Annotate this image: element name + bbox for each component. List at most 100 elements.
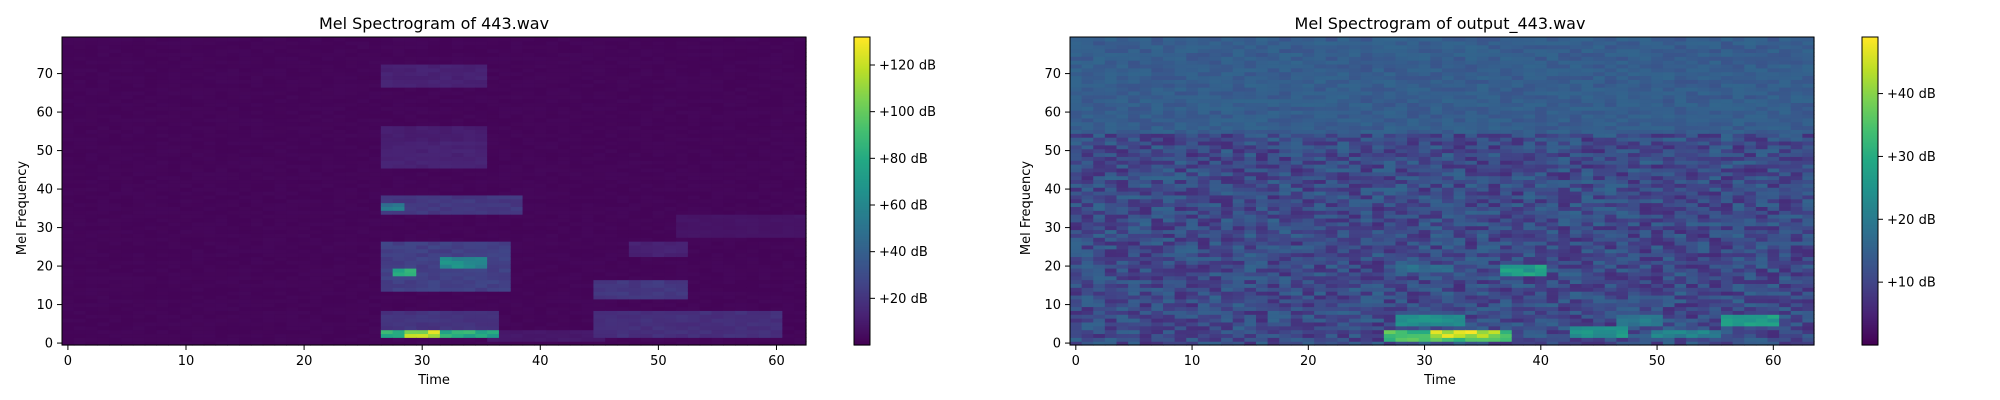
heatmap-cell xyxy=(522,318,535,323)
heatmap-cell xyxy=(250,167,264,173)
heatmap-cell xyxy=(168,329,181,335)
heatmap-cell xyxy=(345,302,358,308)
heatmap-cell xyxy=(794,241,807,246)
heatmap-cell xyxy=(617,75,630,80)
heatmap-cell xyxy=(168,318,181,323)
heatmap-cell xyxy=(250,102,264,107)
heatmap-cell xyxy=(558,133,571,138)
heatmap-cell xyxy=(770,175,783,181)
heatmap-cell xyxy=(782,102,795,107)
heatmap-cell xyxy=(534,206,547,211)
heatmap-cell xyxy=(439,241,453,246)
heatmap-cell xyxy=(510,183,524,188)
heatmap-cell xyxy=(522,106,535,111)
heatmap-cell xyxy=(699,129,713,134)
heatmap-cell xyxy=(156,244,169,250)
heatmap-cell xyxy=(227,221,240,227)
heatmap-cell xyxy=(758,194,772,200)
heatmap-cell xyxy=(687,210,701,215)
heatmap-cell xyxy=(723,164,736,169)
heatmap-cell xyxy=(392,63,406,69)
heatmap-cell xyxy=(746,52,760,57)
heatmap-cell xyxy=(498,333,512,338)
heatmap-cell xyxy=(498,148,512,154)
heatmap-cell xyxy=(227,79,240,84)
heatmap-cell xyxy=(522,194,535,200)
heatmap-cell xyxy=(404,214,417,219)
heatmap-cell xyxy=(250,117,264,123)
heatmap-cell xyxy=(250,302,264,308)
heatmap-cell xyxy=(735,129,748,134)
heatmap-cell xyxy=(534,63,547,69)
heatmap-cell xyxy=(534,329,547,335)
heatmap-cell xyxy=(546,206,559,211)
heatmap-cell xyxy=(404,306,417,311)
heatmap-cell xyxy=(156,279,169,284)
heatmap-cell xyxy=(428,179,441,184)
heatmap-cell xyxy=(628,202,642,207)
heatmap-cell xyxy=(581,175,595,181)
heatmap-cell xyxy=(203,67,217,73)
heatmap-cell xyxy=(215,333,228,338)
heatmap-cell xyxy=(581,75,595,80)
heatmap-cell xyxy=(593,202,606,207)
heatmap-cell xyxy=(534,167,547,173)
heatmap-cell xyxy=(546,214,559,219)
heatmap-cell xyxy=(569,179,583,184)
heatmap-cell xyxy=(62,325,75,331)
heatmap-cell xyxy=(546,87,559,92)
heatmap-cell xyxy=(640,314,654,319)
heatmap-cell xyxy=(617,133,630,138)
heatmap-cell xyxy=(711,225,724,231)
heatmap-cell xyxy=(250,75,264,80)
heatmap-cell xyxy=(463,225,476,231)
heatmap-cell xyxy=(168,75,181,80)
heatmap-cell xyxy=(416,279,429,284)
heatmap-cell xyxy=(203,333,217,338)
heatmap-cell xyxy=(239,202,252,207)
heatmap-cell xyxy=(262,110,276,115)
heatmap-cell xyxy=(274,321,287,327)
heatmap-cell xyxy=(369,140,382,146)
heatmap-cell xyxy=(687,237,701,242)
heatmap-cell xyxy=(770,244,783,250)
heatmap-cell xyxy=(605,52,618,57)
heatmap-cell xyxy=(416,271,429,277)
heatmap-cell xyxy=(191,244,205,250)
heatmap-cell xyxy=(191,164,205,169)
heatmap-cell xyxy=(369,194,382,200)
heatmap-cell xyxy=(770,106,783,111)
heatmap-cell xyxy=(369,252,382,258)
heatmap-cell xyxy=(168,94,181,100)
heatmap-cell xyxy=(345,37,358,42)
heatmap-cell xyxy=(581,114,595,119)
heatmap-cell xyxy=(746,94,760,100)
heatmap-cell xyxy=(380,63,394,69)
heatmap-cell xyxy=(699,179,713,184)
heatmap-cell xyxy=(746,156,760,161)
heatmap-cell xyxy=(794,329,807,335)
heatmap-cell xyxy=(286,40,299,46)
heatmap-cell xyxy=(109,244,122,250)
heatmap-cell xyxy=(369,321,382,327)
heatmap-cell xyxy=(723,106,736,111)
heatmap-cell xyxy=(439,214,453,219)
heatmap-cell xyxy=(73,125,87,130)
heatmap-cell xyxy=(369,121,382,127)
heatmap-cell xyxy=(144,333,158,338)
heatmap-cell xyxy=(109,140,122,146)
heatmap-cell xyxy=(286,171,299,177)
heatmap-cell xyxy=(475,237,488,242)
heatmap-cell xyxy=(215,167,228,173)
heatmap-cell xyxy=(451,202,465,207)
heatmap-cell xyxy=(428,183,441,188)
heatmap-cell xyxy=(735,341,748,346)
heatmap-cell xyxy=(85,129,99,134)
heatmap-cell xyxy=(463,94,476,100)
heatmap-cell xyxy=(581,140,595,146)
heatmap-cell xyxy=(498,125,512,130)
heatmap-cell xyxy=(522,114,535,119)
heatmap-cell xyxy=(428,40,441,46)
heatmap-cell xyxy=(73,283,87,288)
heatmap-cell xyxy=(321,252,335,258)
